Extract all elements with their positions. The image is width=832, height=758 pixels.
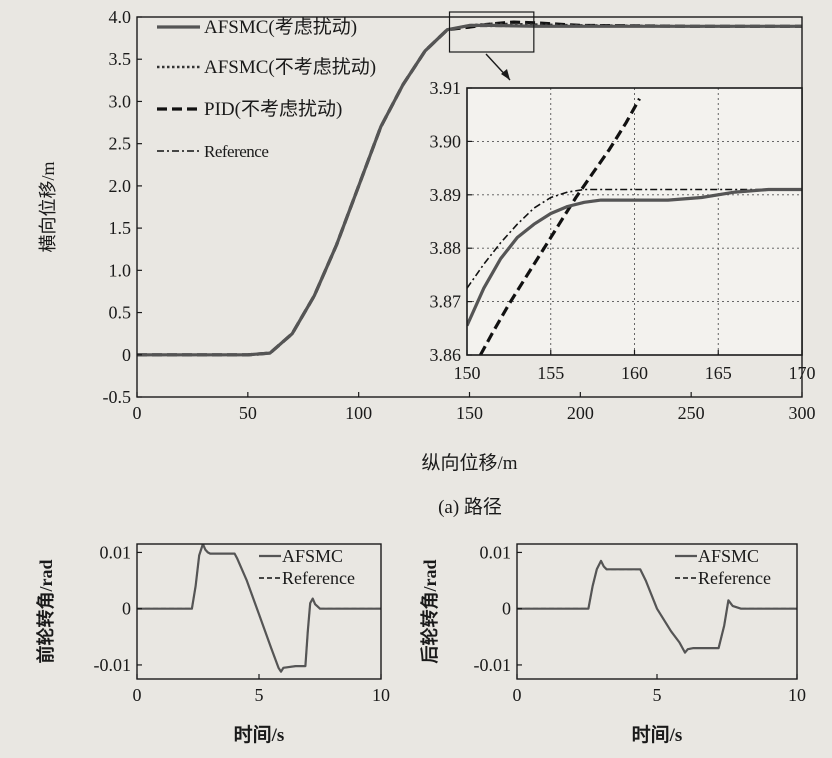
y-tick-label: 3.86 <box>430 345 462 365</box>
y-tick-label: 0 <box>122 345 131 365</box>
x-tick-label: 250 <box>678 403 705 423</box>
y-tick-label: 3.89 <box>430 185 462 205</box>
x-tick-label: 0 <box>513 685 522 705</box>
y-tick-label: 3.90 <box>430 131 462 151</box>
series-group <box>517 559 797 654</box>
x-tick-label: 50 <box>239 403 257 423</box>
x-tick-label: 170 <box>789 363 816 383</box>
y-tick-label: 3.5 <box>109 49 132 69</box>
zoom-arrow-head <box>501 69 510 80</box>
x-axis-title: 时间/s <box>632 724 683 746</box>
zoom-inset: 150 155 160 165 170 3.86 3.87 3.88 3.89 3.90 3.91 <box>430 78 816 383</box>
legend: AFSMC(考虑扰动) AFSMC(不考虑扰动) PID(不考虑扰动) Referen… <box>157 16 376 161</box>
y-tick-label: -0.01 <box>94 655 132 675</box>
legend-label-afsmc: AFSMC <box>282 546 343 566</box>
x-tick-label: 5 <box>255 685 264 705</box>
legend-label-afsmc: AFSMC(考虑扰动) <box>204 16 357 38</box>
y-tick-label: 1.0 <box>109 260 132 280</box>
inset-background <box>467 88 802 355</box>
x-tick-label: 165 <box>705 363 732 383</box>
x-axis-title: 时间/s <box>234 724 285 746</box>
legend-label-pid: PID(不考虑扰动) <box>204 98 342 120</box>
series-group <box>137 544 381 673</box>
y-tick-label: 0 <box>122 599 131 619</box>
series-group <box>467 97 802 355</box>
y-tick-label: 1.5 <box>109 218 132 238</box>
x-tick-label: 300 <box>789 403 816 423</box>
x-tick-label: 0 <box>133 685 142 705</box>
x-tick-label: 200 <box>567 403 594 423</box>
x-tick-label: 160 <box>621 363 648 383</box>
x-tick-label: 10 <box>788 685 806 705</box>
series-line-afsmc <box>137 23 802 357</box>
main-caption: (a) 路径 <box>438 496 502 518</box>
series-line-afsmc <box>467 187 802 327</box>
y-tick-label: 2.5 <box>109 134 132 154</box>
path-chart: 0 50 100 150 200 250 300-0.500.51.01.52.02.53.… <box>38 7 816 474</box>
y-tick-label: 3.0 <box>109 91 132 111</box>
x-tick-label: 10 <box>372 685 390 705</box>
series-line-pid <box>478 97 641 355</box>
y-tick-label: 3.88 <box>430 238 462 258</box>
x-axis-title: 纵向位移/m <box>421 452 517 474</box>
y-tick-label: 0.01 <box>480 542 512 562</box>
y-tick-label: -0.5 <box>103 387 132 407</box>
y-tick-label: 0 <box>502 599 511 619</box>
x-tick-label: 150 <box>454 363 481 383</box>
y-axis-title: 后轮转角/rad <box>419 559 440 663</box>
y-tick-label: 3.91 <box>430 78 462 98</box>
series-line-afsmc <box>137 544 381 673</box>
legend-label-afsmc: AFSMC(不考虑扰动) <box>204 56 376 78</box>
legend-label-reference: Reference <box>698 568 771 588</box>
series-line-afsmc <box>517 559 797 654</box>
legend-label-reference: Reference <box>204 142 268 161</box>
x-tick-label: 100 <box>345 403 372 423</box>
y-tick-label: 3.87 <box>430 292 462 312</box>
y-tick-label: 0.01 <box>100 542 132 562</box>
y-tick-label: 4.0 <box>109 7 132 27</box>
series-group <box>137 20 802 357</box>
x-tick-label: 150 <box>456 403 483 423</box>
y-tick-label: 2.0 <box>109 176 132 196</box>
series-line-reference <box>467 188 802 289</box>
x-tick-label: 5 <box>653 685 662 705</box>
x-tick-label: 0 <box>133 403 142 423</box>
legend-label-reference: Reference <box>282 568 355 588</box>
y-axis-title: 前轮转角/rad <box>35 559 56 663</box>
y-tick-label: 0.5 <box>109 303 132 323</box>
y-axis-title: 横向位移/m <box>38 161 58 252</box>
y-tick-label: -0.01 <box>474 655 512 675</box>
zoom-region-box <box>448 11 535 53</box>
x-tick-label: 155 <box>537 363 564 383</box>
legend-label-afsmc: AFSMC <box>698 546 759 566</box>
